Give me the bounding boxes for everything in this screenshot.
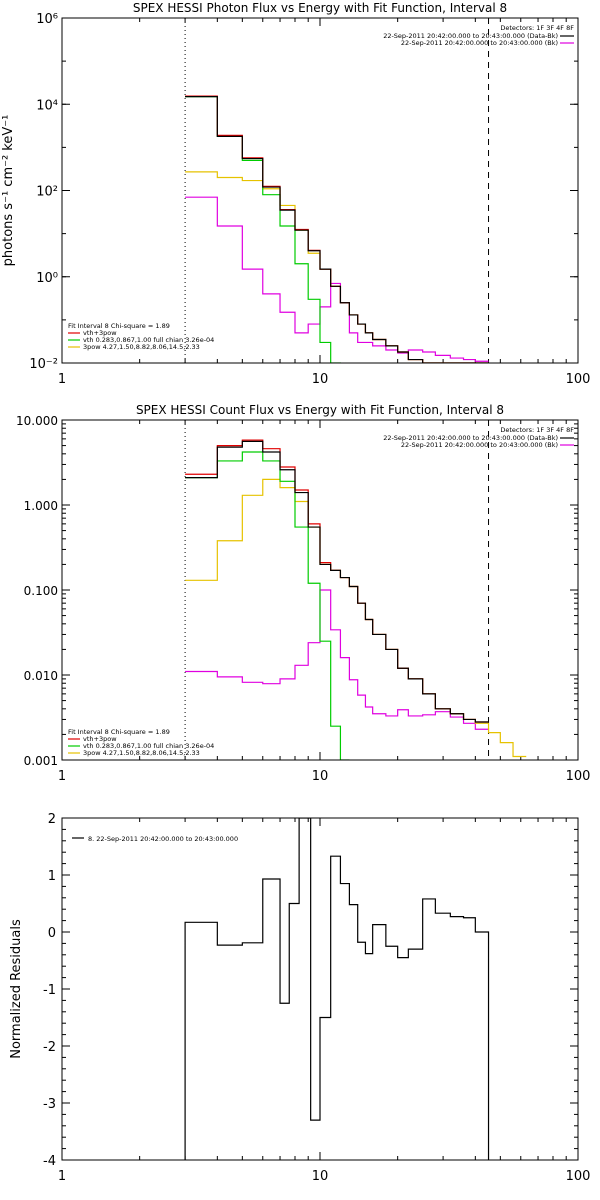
fit-legend-header: Fit Interval 8 Chi-square = 1.89	[68, 322, 170, 330]
legend-entry-label: 22-Sep-2011 20:42:00.000 to 20:43:00.000…	[401, 441, 558, 449]
x-tick-label: 100	[566, 1169, 591, 1184]
x-tick-label: 1	[58, 1169, 66, 1184]
legend-entry-label: 22-Sep-2011 20:42:00.000 to 20:43:00.000…	[383, 434, 558, 442]
y-tick-label: -4	[43, 1154, 56, 1169]
legend-entry-label: 8. 22-Sep-2011 20:42:00.000 to 20:43:00.…	[88, 835, 238, 843]
legend-header: Detectors: 1F 3F 4F 8F	[500, 24, 574, 32]
fit-legend-label: vth 0.283,0.867,1.00 full chian 3.26e-04	[83, 742, 214, 750]
legend-entry-label: 22-Sep-2011 20:42:00.000 to 20:43:00.000…	[401, 39, 558, 47]
fit-legend-label: vth+3pow	[83, 329, 117, 337]
x-tick-label: 10	[312, 372, 329, 387]
y-tick-label: 2	[48, 812, 56, 827]
chart-panel-2: SPEX HESSI Count Flux vs Energy with Fit…	[16, 403, 590, 784]
x-tick-label: 10	[312, 1169, 329, 1184]
series-8-22-sep-2011-20-42-00-000-to-20-43-00-000	[184, 818, 490, 1160]
series-data-bk	[185, 96, 489, 363]
y-tick-label: 0.001	[24, 754, 58, 768]
y-tick-label: 0	[48, 926, 56, 941]
chart-panel-1: SPEX HESSI Photon Flux vs Energy with Fi…	[1, 1, 590, 387]
series-3pow	[185, 171, 489, 363]
series-3pow	[185, 478, 527, 758]
series-vth-3pow	[185, 439, 489, 723]
chart-title: SPEX HESSI Count Flux vs Energy with Fit…	[136, 403, 504, 417]
x-tick-label: 1	[58, 769, 66, 784]
series-data-bk	[185, 440, 489, 723]
fit-legend-header: Fit Interval 8 Chi-square = 1.89	[68, 728, 170, 736]
y-tick-label: 10²	[36, 185, 58, 200]
x-tick-label: 10	[312, 769, 329, 784]
y-tick-label: 1.000	[24, 499, 58, 513]
fit-legend-label: vth 0.283,0.867,1.00 full chian 3.26e-04	[83, 336, 214, 344]
y-tick-label: 10.000	[16, 414, 58, 428]
chart-panel-3: Normalized Residuals 1 10 100 -4 -3 -2 -1 0 1 2 8. …	[9, 812, 590, 1184]
plot-frame	[61, 817, 579, 1161]
series-vth	[185, 451, 350, 760]
y-tick-label: 1	[48, 869, 56, 884]
y-axis-label: Normalized Residuals	[9, 919, 24, 1059]
y-tick-label: -1	[43, 983, 56, 998]
y-tick-label: -3	[43, 1097, 56, 1112]
y-tick-label: 10⁰	[36, 271, 58, 286]
y-tick-label: 10⁴	[36, 98, 58, 113]
plot-frame	[61, 17, 579, 364]
x-tick-label: 100	[566, 769, 591, 784]
chart-title: SPEX HESSI Photon Flux vs Energy with Fi…	[133, 1, 507, 15]
x-tick-label: 1	[58, 372, 66, 387]
plot-frame	[61, 419, 579, 761]
y-tick-label: 0.100	[24, 584, 58, 598]
series-bk	[185, 196, 489, 362]
fit-legend-label: 3pow 4.27,1.50,8.82,8.06,14.5,2.33	[83, 749, 200, 757]
series-bk	[185, 589, 489, 730]
series-vth	[185, 96, 342, 363]
y-tick-label: 0.010	[24, 669, 58, 683]
y-axis-label: photons s⁻¹ cm⁻² keV⁻¹	[1, 115, 16, 267]
y-tick-label: -2	[43, 1040, 56, 1055]
legend-header: Detectors: 1F 3F 4F 8F	[500, 426, 574, 434]
fit-legend-label: 3pow 4.27,1.50,8.82,8.06,14.5,2.33	[83, 343, 200, 351]
fit-legend-label: vth+3pow	[83, 735, 117, 743]
y-tick-label: 10⁻²	[29, 357, 58, 372]
legend-entry-label: 22-Sep-2011 20:42:00.000 to 20:43:00.000…	[383, 32, 558, 40]
x-tick-label: 100	[566, 372, 591, 387]
y-tick-label: 10⁶	[36, 12, 58, 27]
